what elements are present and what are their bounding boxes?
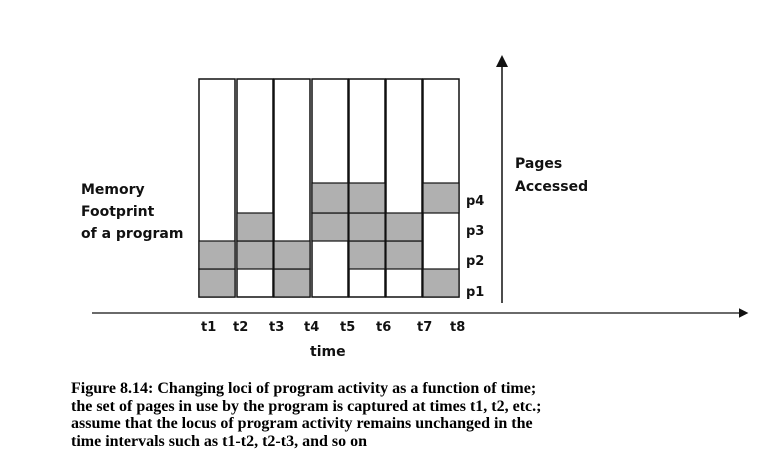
page-block-p2: [273, 240, 311, 270]
figure-caption: Figure 8.14: Changing loci of program ac…: [71, 380, 671, 450]
pages-accessed-label-line-2: Accessed: [515, 179, 588, 195]
tick-t5: t5: [340, 320, 355, 335]
caption-line-2: the set of pages in use by the program i…: [71, 397, 542, 415]
page-block-p2: [348, 240, 386, 270]
page-block-p2: [385, 240, 423, 270]
tick-t1: t1: [201, 320, 216, 335]
column-4: [311, 78, 349, 298]
page-block-p2: [198, 240, 236, 270]
page-label-p4: p4: [466, 194, 484, 209]
tick-t7: t7: [417, 320, 432, 335]
column-6: [385, 78, 423, 298]
tick-t2: t2: [233, 320, 248, 335]
column-7: [422, 78, 460, 298]
memory-footprint-label-line-1: Memory: [81, 182, 145, 198]
page-block-p3: [348, 212, 386, 242]
column-5: [348, 78, 386, 298]
page-block-p1: [198, 268, 236, 298]
page-block-p4: [422, 182, 460, 214]
time-axis-label: time: [310, 344, 346, 360]
memory-columns: [198, 78, 460, 298]
page-block-p4: [348, 182, 386, 214]
page-block-p3: [311, 212, 349, 242]
page-block-p4: [311, 182, 349, 214]
tick-t3: t3: [269, 320, 284, 335]
memory-footprint-label-line-2: Footprint: [81, 204, 155, 220]
page-block-p2: [236, 240, 274, 270]
tick-t8: t8: [450, 320, 465, 335]
column-2: [236, 78, 274, 298]
page-block-p1: [273, 268, 311, 298]
time-tick-labels: t1 t2 t3 t4 t5 t6 t7 t8: [201, 320, 465, 335]
page-block-p3: [236, 212, 274, 242]
page-block-p1: [422, 268, 460, 298]
caption-line-3: assume that the locus of program activit…: [71, 415, 533, 432]
page-block-p3: [385, 212, 423, 242]
column-3: [273, 78, 311, 298]
column-1: [198, 78, 236, 298]
caption-line-4: time intervals such as t1-t2, t2-t3, and…: [71, 432, 367, 450]
page-label-p3: p3: [466, 224, 484, 239]
tick-t4: t4: [304, 320, 319, 335]
page-label-p2: p2: [466, 254, 484, 269]
caption-line-1: Figure 8.14: Changing loci of program ac…: [71, 380, 537, 397]
page-label-p1: p1: [466, 285, 484, 300]
pages-accessed-label-line-1: Pages: [515, 156, 562, 172]
memory-footprint-label-line-3: of a program: [81, 226, 183, 242]
tick-t6: t6: [376, 320, 391, 335]
